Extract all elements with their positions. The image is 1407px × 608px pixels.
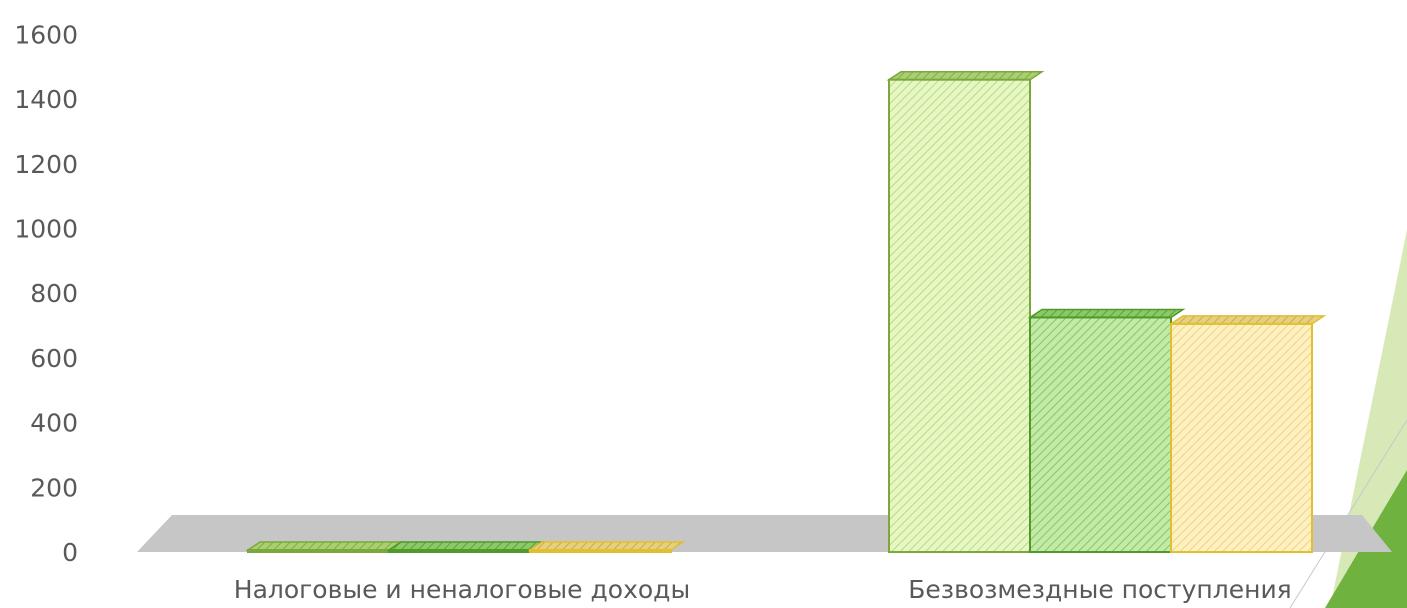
bar-top	[886, 70, 1045, 81]
y-tick-label: 800	[30, 279, 78, 308]
bar-top	[386, 541, 545, 551]
bar	[888, 78, 1031, 553]
y-tick-label: 200	[30, 473, 78, 502]
category-labels: Налоговые и неналоговые доходы Безвозмезд…	[234, 575, 1292, 604]
decor-line	[1289, 419, 1407, 608]
category-label: Налоговые и неналоговые доходы	[234, 575, 690, 604]
y-tick-label: 1400	[14, 85, 78, 114]
y-tick-label: 600	[30, 344, 78, 373]
bar-group	[245, 541, 404, 554]
bar	[1029, 316, 1172, 553]
bar	[388, 549, 531, 554]
y-tick-label: 1600	[14, 20, 78, 49]
bar-top	[527, 541, 686, 551]
bar-top	[1027, 308, 1186, 319]
bar	[247, 549, 390, 554]
bar-group	[1027, 308, 1186, 553]
bar	[1170, 322, 1313, 553]
bar-group	[1168, 315, 1327, 553]
y-tick-label: 1200	[14, 150, 78, 179]
bar-top	[245, 541, 404, 551]
y-tick-label: 1000	[14, 215, 78, 244]
category-label: Безвозмездные поступления	[908, 575, 1291, 604]
bar-group	[886, 70, 1045, 553]
bar-top	[1168, 315, 1327, 325]
bar-group	[386, 541, 545, 554]
y-tick-label: 400	[30, 409, 78, 438]
bars	[245, 70, 1327, 554]
y-axis-ticks: 0 200 400 600 800 1000 1200 1400 1600	[14, 20, 78, 567]
bar-group	[527, 541, 686, 554]
y-tick-label: 0	[62, 538, 78, 567]
bar	[529, 549, 672, 554]
